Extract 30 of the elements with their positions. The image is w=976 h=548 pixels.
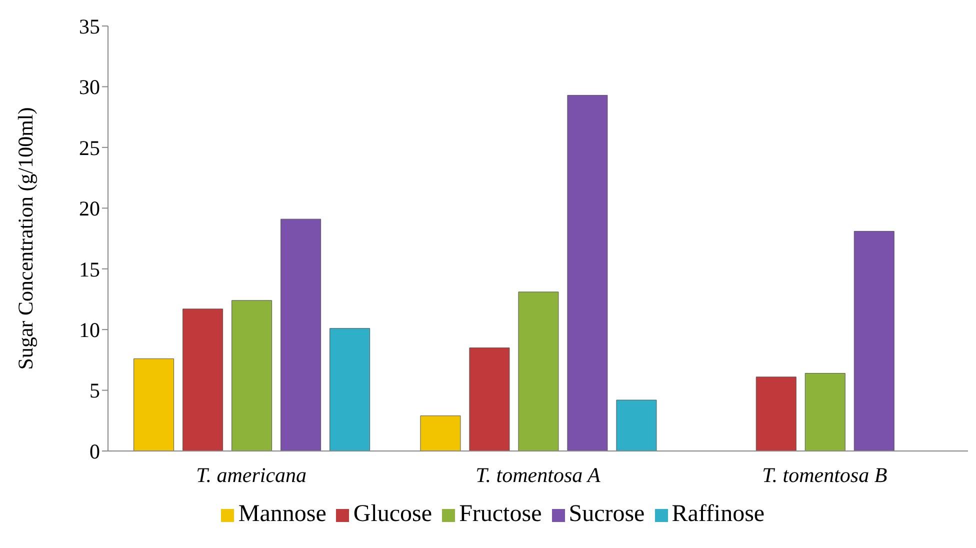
bar bbox=[804, 373, 846, 451]
bar bbox=[518, 292, 559, 451]
legend-label: Glucose bbox=[353, 501, 432, 527]
bar bbox=[420, 416, 461, 451]
bar bbox=[854, 230, 894, 451]
legend-label: Raffinose bbox=[672, 501, 765, 527]
y-tick-label: 30 bbox=[79, 75, 100, 100]
bar bbox=[756, 376, 796, 451]
x-tick-label: T. tomentosa B bbox=[762, 462, 888, 487]
legend-label: Mannose bbox=[238, 501, 326, 527]
y-axis-title: Sugar Concentration (g/100ml) bbox=[13, 107, 38, 370]
x-tick-label: T. americana bbox=[196, 462, 307, 487]
y-tick-label: 20 bbox=[79, 196, 100, 221]
bar bbox=[232, 300, 272, 451]
legend-label: Sucrose bbox=[568, 501, 645, 527]
y-tick-label: 25 bbox=[79, 136, 100, 160]
y-tick-label: 5 bbox=[90, 378, 100, 403]
bar bbox=[469, 348, 510, 451]
bar bbox=[134, 358, 174, 451]
bar bbox=[330, 328, 370, 451]
y-tick-label: 15 bbox=[79, 257, 100, 282]
bar bbox=[182, 308, 224, 451]
x-tick-label: T. tomentosa A bbox=[476, 462, 600, 487]
y-tick-label: 0 bbox=[90, 439, 100, 464]
y-tick-label: 35 bbox=[79, 14, 100, 38]
bar bbox=[567, 94, 608, 451]
legend-label: Fructose bbox=[459, 501, 542, 527]
y-tick-label: 10 bbox=[79, 318, 100, 342]
bar bbox=[280, 218, 322, 451]
bar bbox=[616, 400, 657, 451]
